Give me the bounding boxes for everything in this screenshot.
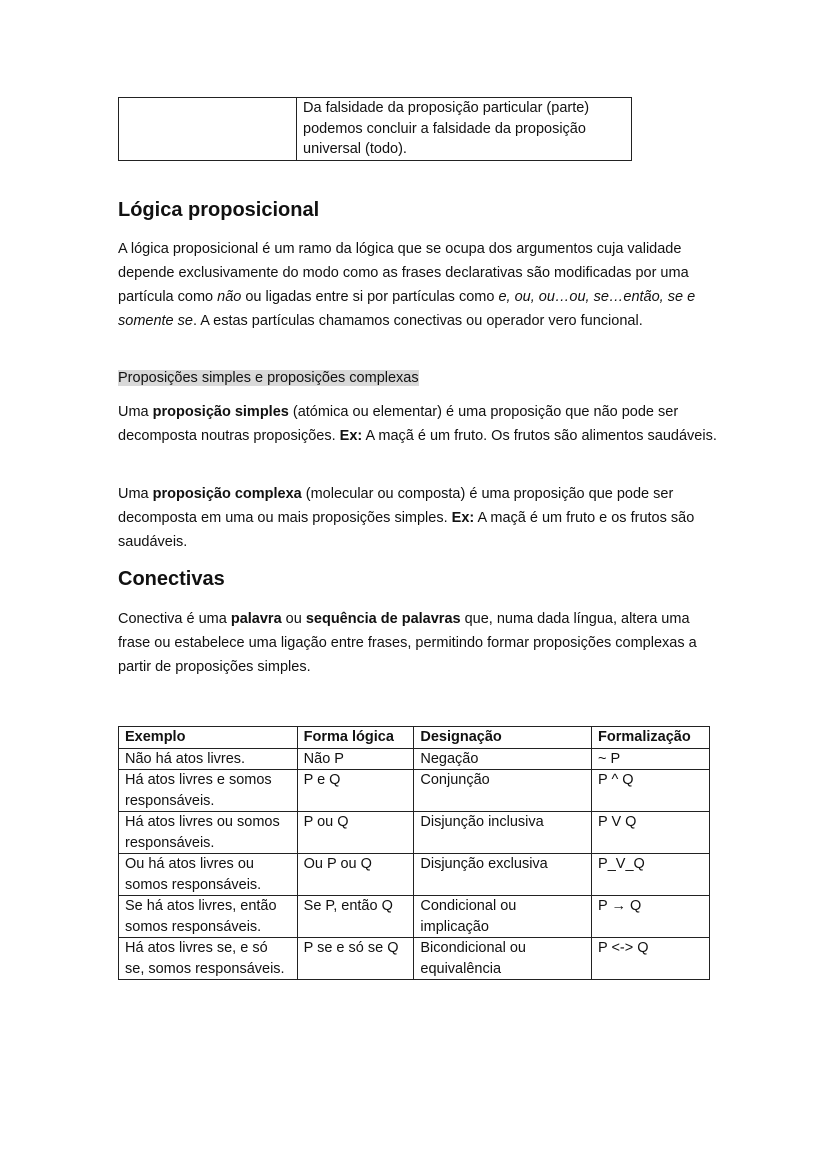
top-table: Da falsidade da proposição particular (p… xyxy=(118,97,632,161)
section-title: Lógica proposicional xyxy=(118,199,320,221)
table-cell: Não há atos livres. xyxy=(118,747,298,770)
table-row: Se há atos livres, então somos responsáv… xyxy=(118,895,710,938)
bold-text: Ex: xyxy=(339,428,363,444)
table-row: Há atos livres e somos responsáveis. P e … xyxy=(118,769,710,812)
italic-text: e, ou, ou…ou, se…então, se e somente se xyxy=(118,289,696,329)
bold-text: Ex: xyxy=(451,510,475,526)
table-cell: P V Q xyxy=(591,811,710,854)
table-cell: Se P, então Q xyxy=(296,895,415,938)
table-row: Há atos livres se, e só se, somos respon… xyxy=(118,937,710,980)
table-cell: Não P xyxy=(296,747,415,770)
bold-text: proposição simples xyxy=(152,404,289,420)
text: que, numa dada língua, altera uma frase … xyxy=(118,611,697,675)
text: (atómica ou elementar) é uma proposição … xyxy=(118,404,679,444)
text: Conectiva é uma xyxy=(118,611,231,627)
text: (molecular ou composta) é uma proposição… xyxy=(118,486,674,526)
connectives-table: Exemplo Forma lógica Designação Formaliz… xyxy=(118,726,710,980)
table-cell: Há atos livres se, e só se, somos respon… xyxy=(118,937,298,980)
bold-text: sequência de palavras xyxy=(305,611,461,627)
bold-text: proposição complexa xyxy=(152,486,302,502)
table-cell: P → Q xyxy=(591,895,710,938)
paragraph: A lógica proposicional é um ramo da lógi… xyxy=(118,237,718,333)
text: A lógica proposicional é um ramo da lógi… xyxy=(118,241,689,305)
table-cell: Condicional ou implicação xyxy=(413,895,593,938)
table-cell: Disjunção inclusiva xyxy=(413,811,593,854)
table-cell: Conjunção xyxy=(413,769,593,812)
table-row: Ou há atos livres ou somos responsáveis.… xyxy=(118,853,710,896)
header-cell: Exemplo xyxy=(125,729,186,745)
text: ou ligadas entre si por partículas como xyxy=(241,289,499,305)
table-cell: Se há atos livres, então somos responsáv… xyxy=(118,895,298,938)
paragraph: Conectiva é uma palavra ou sequência de … xyxy=(118,607,718,679)
paragraph: Uma proposição complexa (molecular ou co… xyxy=(118,482,718,554)
text: ou xyxy=(281,611,306,627)
text: A maçã é um fruto e os frutos são saudáv… xyxy=(118,510,695,550)
table-cell: P ou Q xyxy=(296,811,415,854)
paragraph: Uma proposição simples (atómica ou eleme… xyxy=(118,400,718,448)
table-cell: P se e só se Q xyxy=(296,937,415,980)
table-cell: Bicondicional ou equivalência xyxy=(413,937,593,980)
text: . A estas partículas chamamos conectivas… xyxy=(192,313,643,329)
table-cell: Da falsidade da proposição particular (p… xyxy=(296,97,632,161)
text: Uma xyxy=(118,404,153,420)
table-cell: P <-> Q xyxy=(591,937,710,980)
table-cell: P e Q xyxy=(296,769,415,812)
table-row: Há atos livres ou somos responsáveis. P o… xyxy=(118,811,710,854)
section-title: Conectivas xyxy=(118,568,225,590)
table-cell: ~ P xyxy=(591,747,710,770)
header-cell: Forma lógica xyxy=(303,729,394,745)
text: A maçã é um fruto. Os frutos são aliment… xyxy=(362,428,717,444)
table-cell: Disjunção exclusiva xyxy=(413,853,593,896)
highlighted-subheading: Proposições simples e proposições comple… xyxy=(118,370,419,386)
subheading: Proposições simples e proposições comple… xyxy=(118,366,718,390)
text: Uma xyxy=(118,486,153,502)
table-cell: Há atos livres ou somos responsáveis. xyxy=(118,811,298,854)
table-cell: Há atos livres e somos responsáveis. xyxy=(118,769,298,812)
table-row: Não há atos livres. Não P Negação ~ P xyxy=(118,747,710,770)
bold-text: palavra xyxy=(230,611,282,627)
header-cell: Formalização xyxy=(598,729,691,745)
italic-text: não xyxy=(217,289,242,305)
table-cell: Ou há atos livres ou somos responsáveis. xyxy=(118,853,298,896)
table-cell: P ^ Q xyxy=(591,769,710,812)
empty-cell xyxy=(118,97,297,161)
table-cell: Negação xyxy=(413,747,593,770)
table-cell: P_V_Q xyxy=(591,853,710,896)
table-cell: Ou P ou Q xyxy=(296,853,415,896)
header-cell: Designação xyxy=(420,729,502,745)
table-header-row: Exemplo Forma lógica Designação Formaliz… xyxy=(118,726,710,749)
